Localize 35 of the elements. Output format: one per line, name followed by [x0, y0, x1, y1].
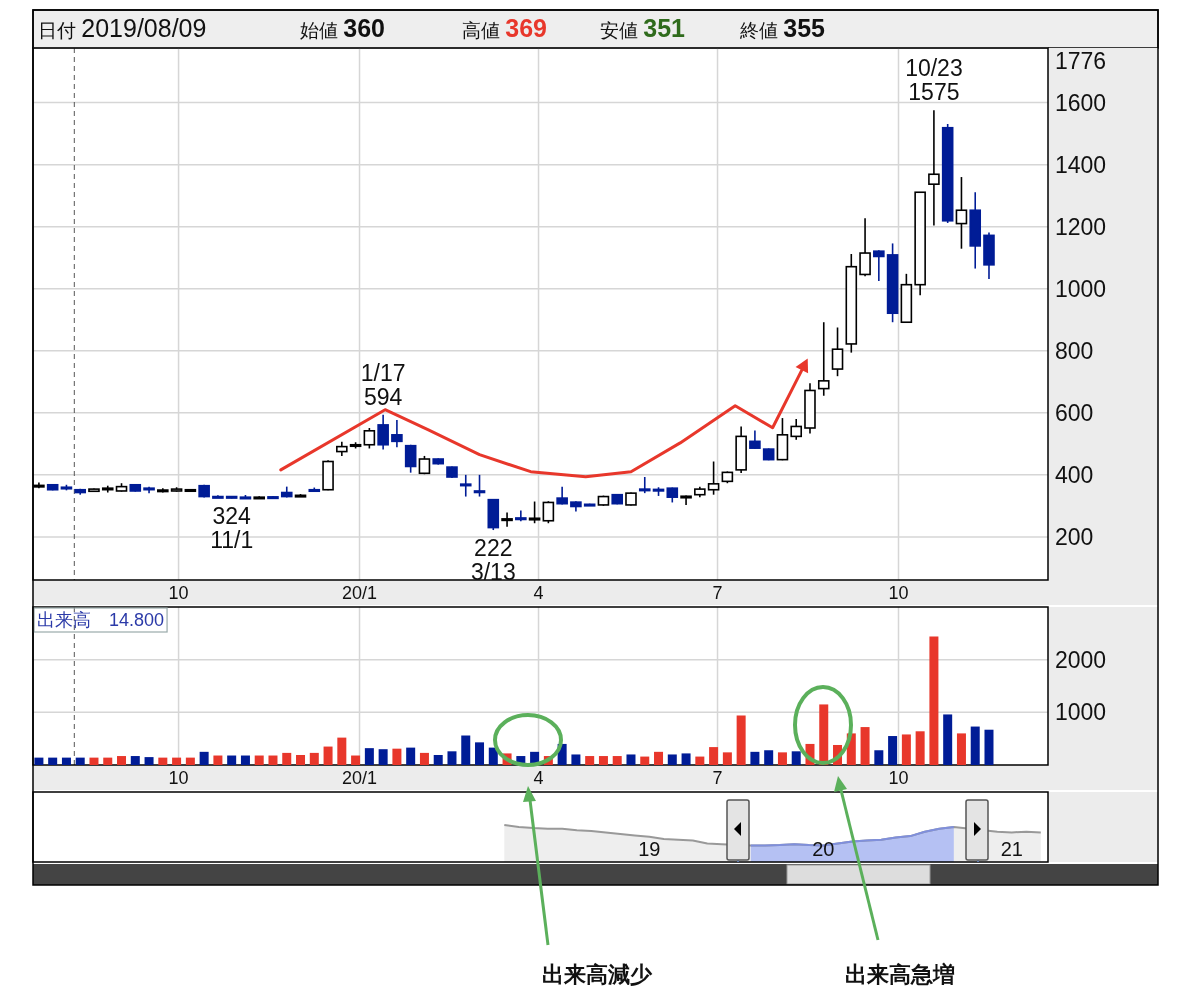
annotation: 1/17 594	[360, 359, 406, 410]
text: 日付 2019/08/09	[38, 14, 207, 42]
x-tick-label: 10	[168, 768, 189, 788]
annotation: 324 11/1	[210, 503, 254, 554]
x-tick-label: 21	[1000, 838, 1023, 860]
x-tick-label: 10	[168, 583, 189, 603]
x-tick-label: 10	[888, 583, 909, 603]
text: 高値 369	[462, 14, 547, 42]
y-tick-label: 600	[1055, 399, 1094, 426]
y-tick-label: 1776	[1055, 48, 1107, 74]
y-tick-label: 1200	[1055, 213, 1107, 240]
text: 終値 355	[739, 14, 826, 42]
text: 始値 360	[300, 14, 385, 42]
text: 出来高減少	[542, 962, 653, 987]
x-tick-label: 20/1	[342, 583, 378, 603]
annotation: 10/23 1575	[905, 55, 963, 106]
y-tick-label: 400	[1055, 461, 1094, 488]
y-tick-label: 2000	[1055, 646, 1107, 673]
y-tick-label: 1000	[1055, 699, 1107, 726]
x-tick-label: 7	[712, 583, 723, 603]
x-tick-label: 4	[533, 768, 544, 788]
y-tick-label: 1000	[1055, 275, 1107, 302]
text: 安値 351	[600, 14, 686, 42]
x-tick-label: 20/1	[342, 768, 378, 788]
x-tick-label: 10	[888, 768, 909, 788]
x-tick-label: 7	[712, 768, 723, 788]
x-tick-label: 4	[533, 583, 544, 603]
text: 出来高急増	[845, 962, 955, 987]
x-tick-label: 19	[638, 838, 661, 860]
y-tick-label: 1400	[1055, 151, 1107, 178]
annotation: 222 3/13	[470, 535, 516, 586]
y-tick-label: 1600	[1055, 89, 1107, 116]
x-tick-label: 20	[812, 838, 835, 860]
y-tick-label: 200	[1055, 523, 1094, 550]
y-tick-label: 800	[1055, 337, 1094, 364]
